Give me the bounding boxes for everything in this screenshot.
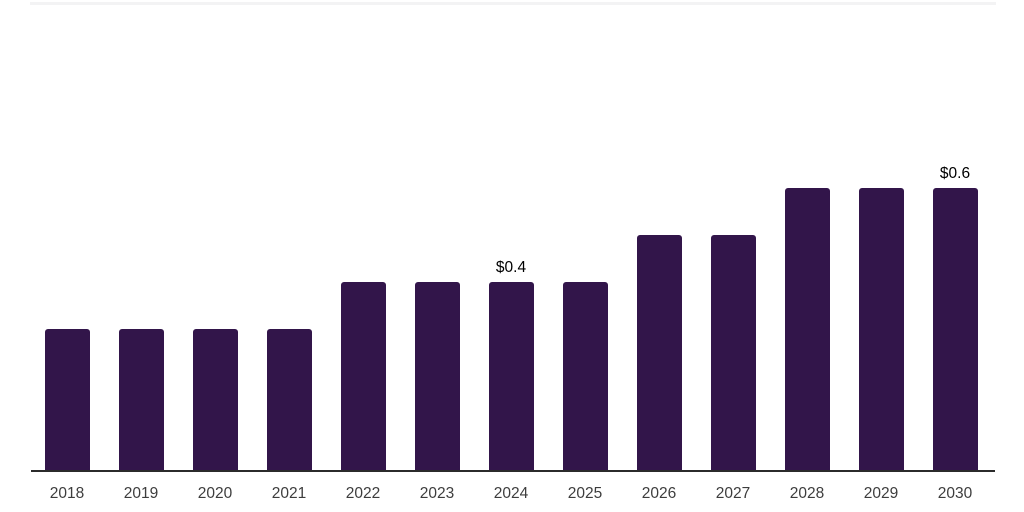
x-tick-label-2022: 2022 bbox=[345, 485, 381, 502]
bar-2030 bbox=[932, 188, 978, 470]
x-tick-label-2019: 2019 bbox=[123, 485, 159, 502]
x-tick-label-2026: 2026 bbox=[641, 485, 677, 502]
x-tick-label-2025: 2025 bbox=[567, 485, 603, 502]
bar-2025 bbox=[562, 282, 608, 470]
bar-2029 bbox=[858, 188, 904, 470]
top-divider bbox=[30, 2, 996, 5]
bar-2018 bbox=[44, 329, 90, 470]
x-tick-label-2029: 2029 bbox=[863, 485, 899, 502]
bar-2020 bbox=[192, 329, 238, 470]
data-label-2030: $0.6 bbox=[939, 165, 971, 182]
x-tick-label-2028: 2028 bbox=[789, 485, 825, 502]
x-tick-label-2020: 2020 bbox=[197, 485, 233, 502]
bar-2026 bbox=[636, 235, 682, 470]
x-tick-label-2027: 2027 bbox=[715, 485, 751, 502]
x-tick-label-2024: 2024 bbox=[493, 485, 529, 502]
bar-2023 bbox=[414, 282, 460, 470]
x-tick-label-2018: 2018 bbox=[49, 485, 85, 502]
bar-2028 bbox=[784, 188, 830, 470]
x-axis-line bbox=[31, 470, 995, 472]
bar-2021 bbox=[266, 329, 312, 470]
bar-2024 bbox=[488, 282, 534, 470]
x-tick-label-2023: 2023 bbox=[419, 485, 455, 502]
data-label-2024: $0.4 bbox=[495, 259, 527, 276]
bar-2022 bbox=[340, 282, 386, 470]
bar-2027 bbox=[710, 235, 756, 470]
x-tick-label-2021: 2021 bbox=[271, 485, 307, 502]
bar-2019 bbox=[118, 329, 164, 470]
x-tick-label-2030: 2030 bbox=[937, 485, 973, 502]
